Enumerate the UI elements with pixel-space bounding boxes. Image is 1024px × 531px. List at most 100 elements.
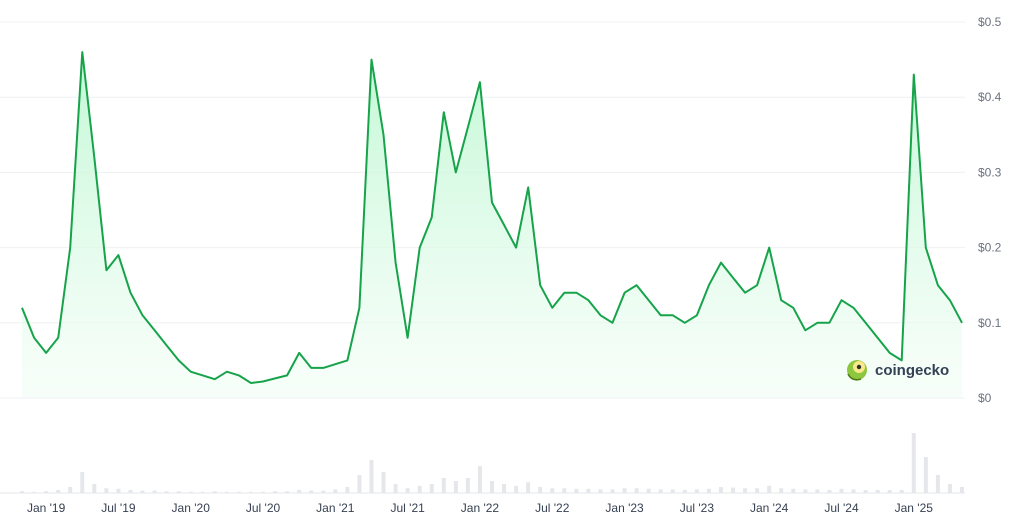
volume-bar [562,488,567,493]
y-tick-label: $0 [978,391,992,405]
volume-bar [297,490,302,493]
volume-bar [273,491,278,493]
volume-bar [731,487,736,493]
volume-bar [947,484,952,493]
watermark-text: coingecko [875,362,949,379]
x-tick-label: Jan '25 [895,501,934,515]
volume-bar [393,484,398,493]
volume-bar [44,491,49,493]
x-tick-label: Jul '24 [824,501,859,515]
volume-bar [453,481,458,493]
volume-bar [706,488,711,493]
x-axis-ticks: Jan '19 Jul '19 Jan '20 Jul '20 Jan '21 Jul '… [27,501,933,515]
volume-bar [755,488,760,493]
volume-bar [767,485,772,493]
coingecko-watermark: coingecko [847,360,949,381]
volume-bar [236,491,241,493]
x-tick-label: Jan '20 [172,501,211,515]
volume-bar [80,472,85,493]
x-tick-label: Jan '22 [461,501,500,515]
y-tick-label: $0.1 [978,316,1002,330]
volume-bar [839,488,844,493]
volume-bar [911,433,916,493]
y-axis-ticks: $0 $0.1 $0.2 $0.3 $0.4 $0.5 [978,15,1002,405]
volume-bar [321,490,326,493]
price-area-fill [22,52,962,398]
volume-bar [634,488,639,493]
volume-bar [176,491,181,493]
volume-bar [369,460,374,493]
volume-bar [791,488,796,493]
volume-bar [694,489,699,493]
volume-bar [863,490,868,493]
volume-bar [116,488,121,493]
volume-bar [526,482,531,493]
volume-bar [56,490,61,493]
x-tick-label: Jan '24 [750,501,789,515]
volume-bar [32,491,37,493]
volume-bar [92,484,97,493]
volume-bar [827,490,832,493]
volume-bar [20,491,24,493]
gecko-logo-icon [847,360,867,381]
volume-bar [682,490,687,493]
volume-bar [357,475,362,493]
volume-bar [381,472,386,493]
x-tick-label: Jul '23 [680,501,715,515]
volume-bar [248,491,253,493]
volume-bar [140,490,145,493]
volume-bar [538,487,543,493]
volume-bar [261,491,266,493]
volume-bar [477,466,482,493]
volume-bar [670,489,675,493]
volume-bar [502,484,507,493]
volume-bar [574,488,579,493]
volume-bar [514,485,519,493]
volume-bar [887,490,892,493]
volume-bar [610,489,615,493]
y-tick-label: $0.5 [978,15,1002,29]
volume-bar [490,481,494,493]
volume-bar [598,489,603,493]
volume-bar [429,484,434,493]
y-tick-label: $0.2 [978,241,1002,255]
volume-bar [417,485,422,493]
x-tick-label: Jul '20 [246,501,281,515]
volume-bar [441,478,446,493]
volume-bar [779,488,784,493]
volume-bar [935,475,940,493]
volume-bar [851,489,856,493]
volume-bar [164,491,169,493]
x-tick-label: Jul '21 [390,501,425,515]
volume-bar [803,489,808,493]
volume-bar [104,488,109,493]
volume-bar [875,490,880,493]
volume-bar [465,478,470,493]
x-tick-label: Jan '21 [316,501,355,515]
volume-bar [923,457,928,493]
volume-bar [285,491,290,493]
volume-bar [212,491,217,493]
volume-bar [550,488,555,493]
volume-bar [68,487,73,493]
volume-bar [405,488,410,493]
volume-bar [718,487,723,493]
volume-bar [188,491,193,493]
x-tick-label: Jul '22 [535,501,570,515]
volume-bar [622,488,627,493]
volume-bar [200,491,205,493]
y-tick-label: $0.3 [978,165,1002,179]
x-tick-label: Jul '19 [101,501,136,515]
x-tick-label: Jan '19 [27,501,66,515]
volume-bar [333,489,338,493]
price-line[interactable] [21,51,963,384]
volume-bar [224,491,229,493]
volume-bar [899,490,904,493]
y-tick-label: $0.4 [978,90,1002,104]
volume-bar [646,488,651,493]
volume-bars [20,433,964,493]
volume-bar [345,487,350,493]
x-tick-label: Jan '23 [605,501,644,515]
